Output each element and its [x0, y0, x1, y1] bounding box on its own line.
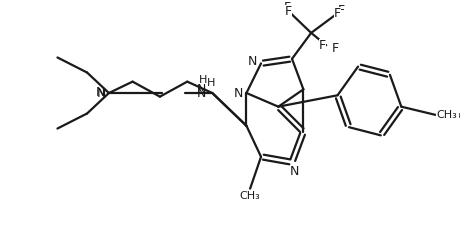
Text: CH₃: CH₃: [240, 194, 260, 204]
Text: F: F: [338, 4, 345, 17]
Text: F: F: [334, 7, 341, 20]
Text: CH₃: CH₃: [440, 110, 461, 120]
Text: F: F: [285, 5, 292, 18]
Text: CH₃: CH₃: [437, 110, 458, 120]
Text: N: N: [197, 83, 206, 96]
Text: N: N: [197, 87, 206, 100]
Text: N: N: [234, 87, 243, 100]
Text: F: F: [284, 1, 291, 14]
Text: H: H: [207, 78, 215, 88]
Text: F: F: [319, 39, 326, 52]
Text: CH₃: CH₃: [240, 191, 260, 201]
Text: N: N: [96, 86, 105, 99]
Text: N: N: [289, 165, 299, 178]
Text: N: N: [248, 55, 257, 68]
Text: F: F: [332, 42, 339, 55]
Text: N: N: [97, 87, 106, 100]
Text: H: H: [199, 75, 207, 85]
